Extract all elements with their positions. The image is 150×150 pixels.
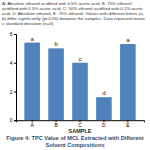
x-axis: A B C D E — [17, 120, 145, 128]
x-tick-label: E — [126, 122, 130, 128]
x-tick: D — [102, 120, 106, 128]
letter-label: a — [30, 36, 34, 42]
y-tick: 0 — [10, 117, 16, 123]
x-tick: E — [126, 120, 130, 128]
y-tick: 6 — [10, 31, 16, 37]
title: Figure 4: TPC Value of MCL Extracted wit… — [0, 135, 150, 150]
x-tick-label: B — [54, 122, 58, 128]
y-tick-mark — [14, 120, 16, 121]
chart-area: 0 2 4 6 A B C D Ea b c d a SAMPLE — [0, 26, 150, 135]
y-tick-label: 0 — [10, 117, 13, 123]
x-tick-label: A — [30, 122, 34, 128]
bar-letters: a b c d a — [30, 36, 130, 97]
y-tick-label: 2 — [10, 89, 13, 95]
y-tick-mark — [14, 91, 16, 92]
letter-label: a — [126, 37, 130, 43]
bar — [72, 63, 88, 120]
x-tick-label: D — [102, 122, 106, 128]
y-tick-label: 4 — [10, 60, 13, 66]
x-axis-title: SAMPLE — [69, 128, 92, 134]
bars — [24, 43, 135, 121]
y-tick-mark — [14, 34, 16, 35]
x-tick: B — [54, 120, 58, 128]
y-tick-mark — [14, 63, 16, 64]
y-axis: 0 2 4 6 — [10, 31, 17, 123]
letter-label: c — [79, 56, 82, 62]
y-tick-label: 6 — [10, 31, 13, 37]
bar — [24, 43, 40, 121]
y-tick: 4 — [10, 60, 16, 66]
bar — [120, 44, 136, 120]
bar — [96, 97, 112, 120]
y-tick: 2 — [10, 89, 16, 95]
letter-label: b — [54, 41, 58, 47]
chart-svg: 0 2 4 6 A B C D Ea b c d a SAMPLE — [0, 26, 150, 135]
plot: 0 2 4 6 A B C D Ea b c d a — [10, 31, 145, 128]
letter-label: d — [102, 90, 105, 96]
y-axis-line — [14, 35, 17, 121]
caption: A: Absolute ethanol acidified with 0.5% … — [0, 0, 150, 26]
x-tick: A — [30, 120, 34, 128]
x-tick: C — [78, 120, 82, 128]
figure: A: Absolute ethanol acidified with 0.5% … — [0, 0, 150, 150]
bar — [48, 48, 64, 120]
